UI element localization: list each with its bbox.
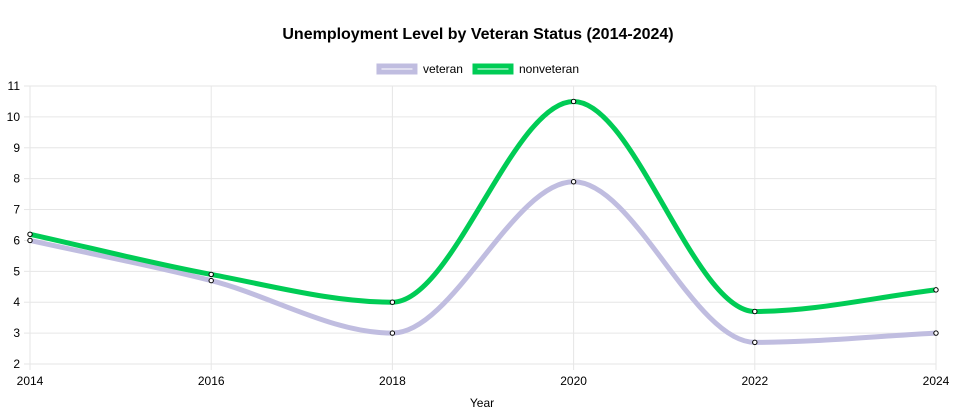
points-layer <box>27 98 939 346</box>
y-tick-label: 2 <box>13 357 20 371</box>
y-tick-label: 3 <box>13 326 20 340</box>
y-tick-label: 6 <box>13 233 20 247</box>
y-tick-label: 8 <box>13 172 20 186</box>
legend-swatch-veteran[interactable] <box>376 63 418 75</box>
series-layer <box>27 98 939 345</box>
data-point-veteran[interactable] <box>752 339 758 346</box>
x-axis: 2014 2016 2018 2020 2022 2024 <box>17 364 950 388</box>
data-point-nonveteran[interactable] <box>389 299 396 305</box>
x-tick-label: 2014 <box>17 374 44 388</box>
data-point-nonveteran[interactable] <box>27 231 33 237</box>
data-point-veteran[interactable] <box>208 277 214 284</box>
y-tick-label: 7 <box>13 203 20 217</box>
y-tick-label: 5 <box>13 264 20 278</box>
x-tick-label: 2018 <box>379 374 406 388</box>
grid <box>29 85 937 365</box>
series-line-veteran <box>27 179 939 345</box>
data-point-nonveteran[interactable] <box>752 308 758 315</box>
data-point-veteran[interactable] <box>933 330 939 336</box>
chart-title: Unemployment Level by Veteran Status (20… <box>282 26 673 43</box>
y-tick-label: 9 <box>13 141 20 155</box>
y-tick-label: 11 <box>8 79 21 93</box>
data-point-veteran[interactable] <box>389 330 396 336</box>
legend-swatch-nonveteran[interactable] <box>472 63 514 75</box>
x-axis-label: Year <box>470 396 494 410</box>
data-point-veteran[interactable] <box>27 237 33 244</box>
series-line-nonveteran <box>27 98 939 314</box>
y-axis: 2 3 4 5 6 7 8 9 10 11 <box>7 79 30 371</box>
y-tick-label: 10 <box>7 110 21 124</box>
x-tick-label: 2022 <box>741 374 768 388</box>
legend-label-nonveteran[interactable]: nonveteran <box>519 62 579 76</box>
legend-label-veteran[interactable]: veteran <box>423 62 463 76</box>
data-point-nonveteran[interactable] <box>933 287 939 293</box>
legend: veteran nonveteran <box>376 62 579 76</box>
x-tick-label: 2016 <box>198 374 225 388</box>
x-tick-label: 2024 <box>923 374 950 388</box>
data-point-nonveteran[interactable] <box>570 98 577 105</box>
data-point-veteran[interactable] <box>570 179 577 185</box>
y-tick-label: 4 <box>13 295 20 309</box>
data-point-nonveteran[interactable] <box>208 271 214 278</box>
x-tick-label: 2020 <box>560 374 587 388</box>
